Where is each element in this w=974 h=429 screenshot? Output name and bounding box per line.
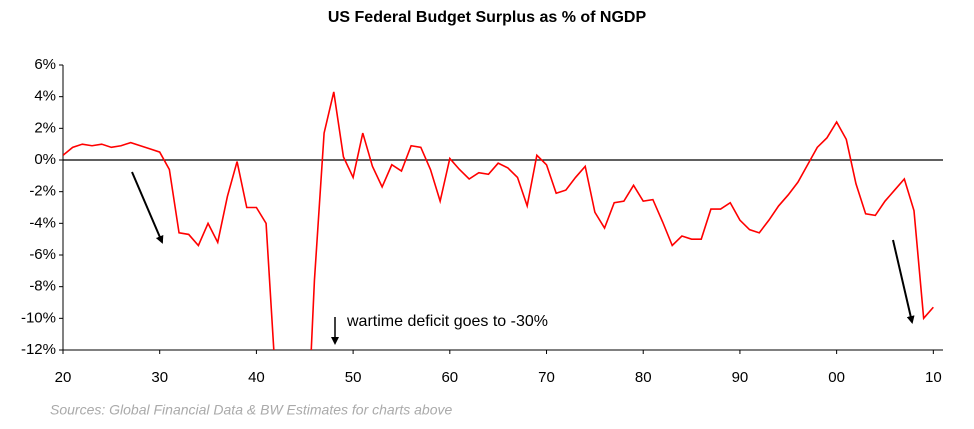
- x-tick-label: 10: [925, 369, 942, 386]
- y-tick-label: -6%: [29, 246, 56, 263]
- chart-title: US Federal Budget Surplus as % of NGDP: [328, 9, 647, 26]
- x-tick-label: 30: [151, 369, 168, 386]
- x-tick-label: 50: [345, 369, 362, 386]
- x-tick-label: 60: [441, 369, 458, 386]
- y-tick-label: 0%: [34, 151, 56, 168]
- y-tick-label: -8%: [29, 278, 56, 295]
- arrow: [131, 171, 164, 244]
- y-tick-label: -2%: [29, 183, 56, 200]
- source-note: Sources: Global Financial Data & BW Esti…: [50, 402, 452, 418]
- arrow: [892, 239, 915, 324]
- x-tick-label: 40: [248, 369, 265, 386]
- x-tick-label: 80: [635, 369, 652, 386]
- y-tick-label: -4%: [29, 214, 56, 231]
- annotation: wartime deficit goes to -30%: [346, 313, 548, 330]
- y-tick-label: 4%: [34, 88, 56, 105]
- y-tick-label: 2%: [34, 119, 56, 136]
- y-tick-label: -10%: [21, 309, 56, 326]
- y-tick-label: -12%: [21, 341, 56, 358]
- y-tick-label: 6%: [34, 56, 56, 73]
- x-tick-label: 90: [732, 369, 749, 386]
- data-line: [63, 91, 934, 350]
- x-tick-label: 00: [828, 369, 845, 386]
- x-tick-label: 70: [538, 369, 555, 386]
- x-tick-label: 20: [55, 369, 72, 386]
